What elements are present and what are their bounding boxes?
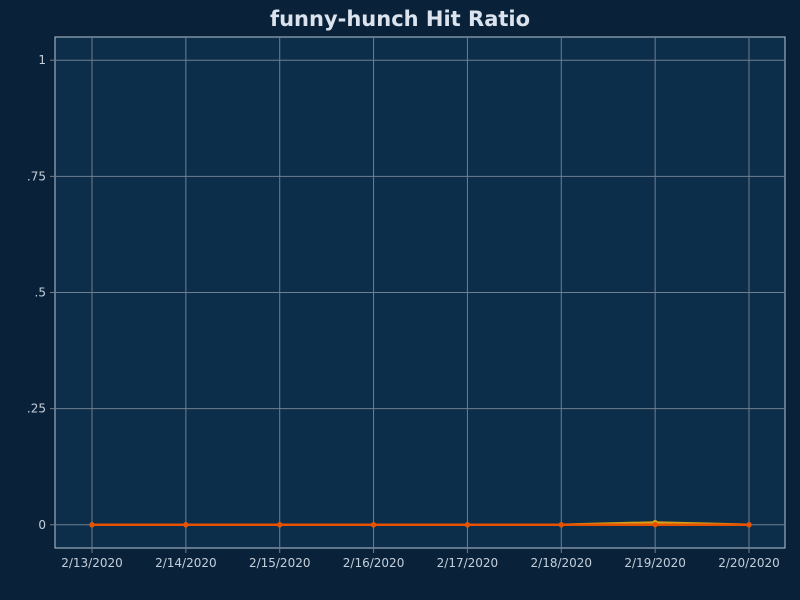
y-tick-label: .75 [27, 169, 46, 183]
data-point [183, 522, 189, 528]
data-point [277, 522, 283, 528]
x-tick-label: 2/19/2020 [624, 556, 686, 570]
y-tick-label: .25 [27, 402, 46, 416]
y-tick-label: 0 [38, 518, 46, 532]
x-tick-label: 2/15/2020 [249, 556, 311, 570]
x-tick-label: 2/17/2020 [437, 556, 499, 570]
data-point [746, 522, 752, 528]
data-point [464, 522, 471, 528]
data-point [558, 522, 564, 528]
x-tick-label: 2/14/2020 [155, 556, 217, 570]
y-tick-label: .5 [35, 286, 46, 300]
data-point [652, 522, 658, 528]
data-point [89, 522, 95, 528]
x-tick-label: 2/20/2020 [718, 556, 780, 570]
chart-title: funny-hunch Hit Ratio [270, 7, 530, 31]
y-tick-label: 1 [38, 53, 46, 67]
x-tick-label: 2/18/2020 [531, 556, 593, 570]
x-tick-label: 2/13/2020 [61, 556, 123, 570]
data-point [370, 522, 377, 528]
x-tick-label: 2/16/2020 [343, 556, 405, 570]
